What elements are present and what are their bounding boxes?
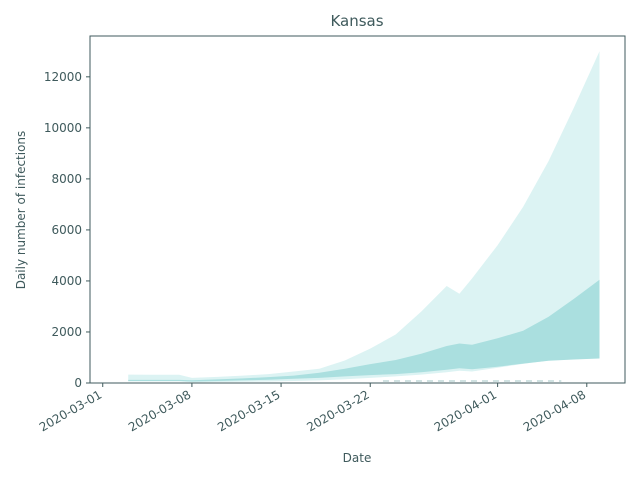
y-tick-label: 8000 — [51, 172, 82, 186]
y-axis-label: Daily number of infections — [14, 131, 28, 290]
x-tick-label: 2020-03-01 — [37, 387, 104, 434]
x-tick-label: 2020-03-15 — [215, 387, 282, 434]
y-tick-label: 6000 — [51, 223, 82, 237]
y-tick-label: 4000 — [51, 274, 82, 288]
inner-band-area — [128, 279, 600, 382]
x-tick-label: 2020-03-22 — [304, 387, 371, 434]
x-axis-label: Date — [343, 451, 372, 465]
x-tick-label: 2020-03-08 — [126, 387, 193, 434]
outer-band-area — [128, 51, 600, 383]
y-tick-label: 0 — [74, 376, 82, 390]
chart-title: Kansas — [330, 12, 383, 30]
x-tick-label: 2020-04-08 — [521, 387, 588, 434]
plot-frame — [89, 35, 626, 384]
y-tick-label: 10000 — [44, 121, 82, 135]
x-tick-label: 2020-04-01 — [432, 387, 499, 434]
y-tick-label: 2000 — [51, 325, 82, 339]
y-tick-label: 12000 — [44, 70, 82, 84]
plot-area: 0 2000 4000 6000 8000 10000 12000 2020-03-01 202… — [37, 35, 626, 434]
